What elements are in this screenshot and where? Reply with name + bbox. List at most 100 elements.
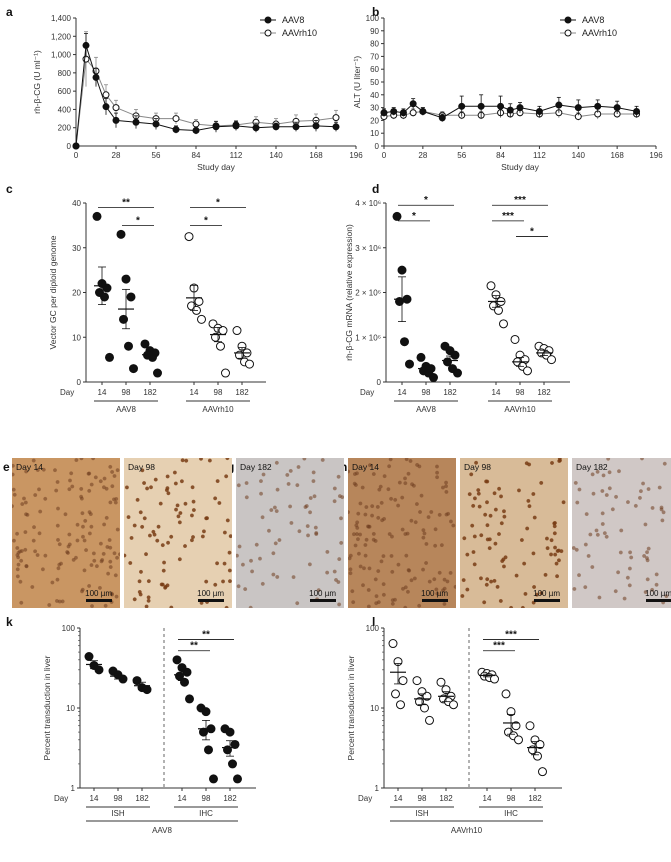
x-tick-label: 56 [457,151,466,160]
x-tick-label: 98 [422,388,431,397]
x-tick-label: 182 [537,388,551,397]
data-point [499,319,508,329]
data-point [124,341,133,351]
data-point [140,339,150,349]
y-tick-label: 30 [370,104,379,113]
data-point [416,352,426,362]
micrograph-e: Day 14 100 µm [12,458,120,608]
group-98-4 [510,334,532,376]
x-tick-label: 28 [418,151,427,160]
y-tick-label: 3 × 10⁶ [355,244,381,253]
data-point [458,102,466,110]
y-tick-label: 1 [71,784,76,793]
data-point [204,745,213,755]
data-point [516,104,524,112]
chart-b: 0 10 20 30 40 50 60 70 80 90 100 0 28 56 84 112 140 168 19… [366,14,664,172]
scale-bar: 100 µm [533,589,560,602]
y-axis-label: ALT (U liter⁻¹) [352,56,362,109]
tissue-image [236,458,344,608]
data-point [409,100,417,108]
panel-letter-k: k [6,615,13,629]
x-tick-label: 182 [135,794,149,803]
data-point [209,774,218,784]
y-tick-label: 40 [370,91,379,100]
legend-marker [264,29,272,37]
y-tick-label: 4 × 10⁶ [355,199,381,208]
data-point [429,373,438,383]
data-point [116,229,126,239]
data-point [92,211,102,221]
y-tick-label: 80 [370,40,379,49]
group-label: AAVrh10 [504,405,536,414]
significance-label: *** [505,629,517,640]
data-point [392,211,402,221]
group-14-0 [392,211,414,369]
tissue-image [348,458,456,608]
group-14-3 [477,667,499,684]
group-182-5 [232,326,254,369]
y-tick-label: 10 [66,704,75,713]
data-point [100,292,109,302]
scale-bar-label: 100 µm [85,589,112,598]
data-point [232,326,242,336]
data-point [132,118,140,126]
scale-bar-label: 100 µm [309,589,336,598]
group-label: AAV8 [416,405,436,414]
data-point [490,674,499,684]
data-point [533,751,542,761]
y-tick-label: 10 [370,704,379,713]
y-tick-label: 0 [377,378,382,387]
data-point [633,107,641,115]
data-point [398,676,408,686]
data-point [547,355,556,365]
y-tick-label: 1,200 [51,32,72,41]
tissue-image [124,458,232,608]
chart-a: 0 200 400 600 800 1,000 1,200 1,400 0 28 56 84 112 14… [51,14,363,172]
y-tick-label: 40 [72,199,81,208]
scale-bar-line [85,599,112,602]
group-98-1 [416,352,438,383]
group-182-2 [132,676,152,695]
data-point [72,142,80,150]
y-tick-label: 1 [375,784,380,793]
y-tick-label: 10 [370,129,379,138]
data-point [272,123,280,131]
data-point [501,689,511,699]
data-point [153,368,162,378]
significance-label: * [136,215,140,226]
data-point [84,652,94,662]
x-tick-label: 14 [98,388,107,397]
x-tick-label: 14 [178,794,187,803]
x-tick-label: 14 [492,388,501,397]
data-point [450,350,460,360]
day-label: Day [360,388,374,397]
micrograph-h: Day 14 100 µm [348,458,456,608]
data-point [412,676,422,686]
x-tick-label: 140 [572,151,586,160]
data-point [184,232,194,242]
x-axis-label: Study day [501,162,540,172]
data-point [535,739,545,749]
x-tick-label: 112 [533,151,546,160]
x-tick-label: 182 [235,388,249,397]
scale-bar: 100 µm [197,589,224,602]
data-point [390,107,398,115]
tissue-image [572,458,671,608]
group-14-3 [172,655,194,704]
data-point [129,364,138,374]
data-point [102,103,110,111]
x-tick-label: 98 [122,388,131,397]
x-tick-label: 98 [516,388,525,397]
y-tick-label: 0 [77,378,82,387]
scale-bar-label: 100 µm [421,589,448,598]
data-point [152,120,160,128]
x-tick-label: 0 [382,151,387,160]
micrograph-day-label: Day 14 [352,462,379,472]
data-point [477,102,485,110]
x-tick-label: 14 [190,388,199,397]
group-182-5 [220,724,242,784]
group-14-0 [92,211,114,362]
data-point [172,126,180,134]
scale-bar: 100 µm [85,589,112,602]
